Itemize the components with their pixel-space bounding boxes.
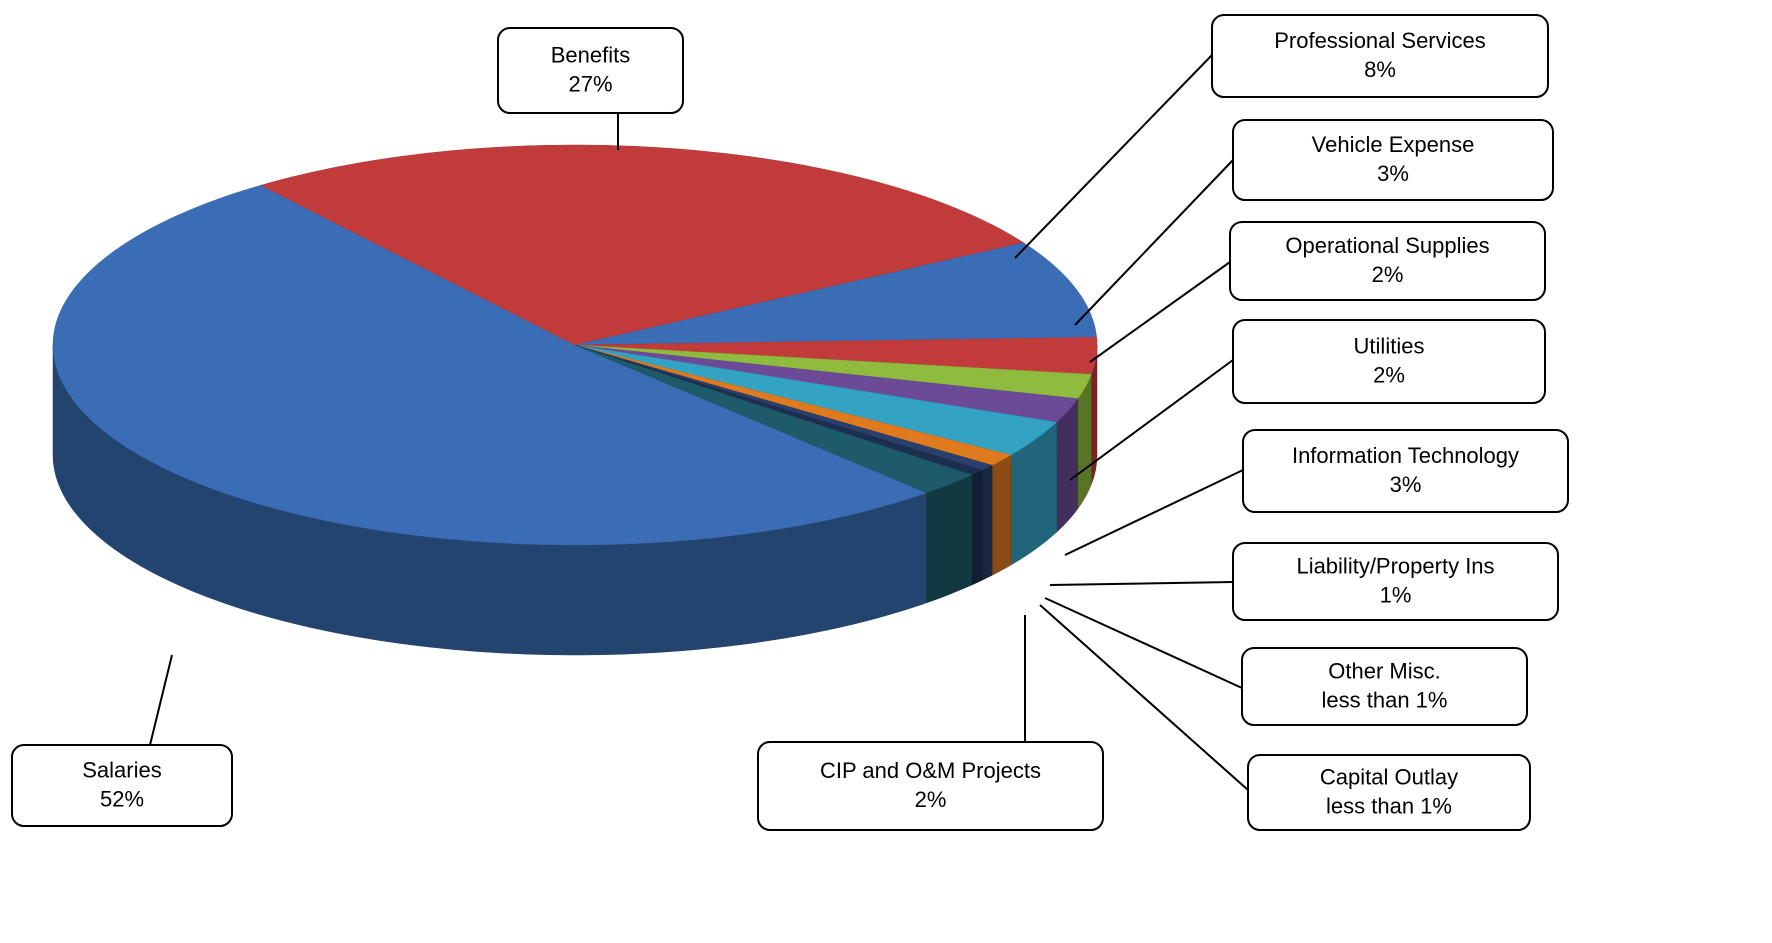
label-box bbox=[1229, 221, 1546, 301]
category-label: CIP and O&M Projects bbox=[820, 758, 1041, 783]
leader-line bbox=[1014, 54, 1213, 259]
pie-sides bbox=[52, 344, 1098, 656]
label-box bbox=[757, 741, 1104, 831]
label-box bbox=[1241, 647, 1528, 726]
value-label: 2% bbox=[1373, 362, 1405, 387]
slice bbox=[574, 242, 1097, 346]
leader-line bbox=[1089, 261, 1231, 363]
label-box bbox=[1242, 429, 1569, 513]
label-box bbox=[1232, 319, 1546, 404]
leader-line bbox=[1039, 604, 1249, 791]
value-label: 27% bbox=[568, 71, 612, 96]
value-label: 1% bbox=[1380, 582, 1412, 607]
category-label: Operational Supplies bbox=[1285, 233, 1489, 258]
slice-side bbox=[926, 474, 973, 604]
leader-line bbox=[149, 654, 173, 746]
slice bbox=[574, 336, 1098, 375]
slice bbox=[52, 185, 928, 546]
slice-side bbox=[981, 464, 993, 581]
leader-line bbox=[1064, 469, 1244, 556]
slice bbox=[574, 344, 1058, 456]
leader-line bbox=[1074, 159, 1234, 326]
value-label: 52% bbox=[100, 786, 144, 811]
category-label: Salaries bbox=[82, 757, 161, 782]
labels: Salaries 52% Benefits 27% Professional Servi… bbox=[11, 14, 1569, 831]
leader-line bbox=[1069, 359, 1234, 481]
category-label: Utilities bbox=[1354, 333, 1425, 358]
category-label: Liability/Property Ins bbox=[1296, 553, 1494, 578]
slice bbox=[260, 144, 1025, 346]
category-label: Other Misc. bbox=[1328, 658, 1440, 683]
category-label: Professional Services bbox=[1274, 28, 1486, 53]
slice-side bbox=[991, 454, 1012, 576]
label-box bbox=[1232, 542, 1559, 621]
slice bbox=[574, 344, 1092, 399]
label-box bbox=[1247, 754, 1531, 831]
slice-side bbox=[971, 469, 983, 586]
value-label: 2% bbox=[1372, 262, 1404, 287]
value-label: 3% bbox=[1390, 472, 1422, 497]
label-box bbox=[1232, 119, 1554, 201]
slice bbox=[574, 344, 973, 494]
value-label: 3% bbox=[1377, 161, 1409, 186]
value-label: 2% bbox=[915, 787, 947, 812]
slice bbox=[574, 344, 1079, 423]
category-label: Benefits bbox=[551, 42, 631, 67]
category-label: Information Technology bbox=[1292, 443, 1519, 468]
leader-line bbox=[1049, 581, 1234, 586]
value-label: less than 1% bbox=[1322, 687, 1448, 712]
label-box bbox=[11, 744, 233, 827]
value-label: 8% bbox=[1364, 57, 1396, 82]
label-box bbox=[497, 27, 684, 114]
category-label: Vehicle Expense bbox=[1312, 132, 1475, 157]
leader-line bbox=[1044, 597, 1243, 689]
value-label: less than 1% bbox=[1326, 793, 1452, 818]
pie-tops bbox=[52, 144, 1098, 546]
label-box bbox=[1211, 14, 1549, 98]
category-label: Capital Outlay bbox=[1320, 764, 1458, 789]
